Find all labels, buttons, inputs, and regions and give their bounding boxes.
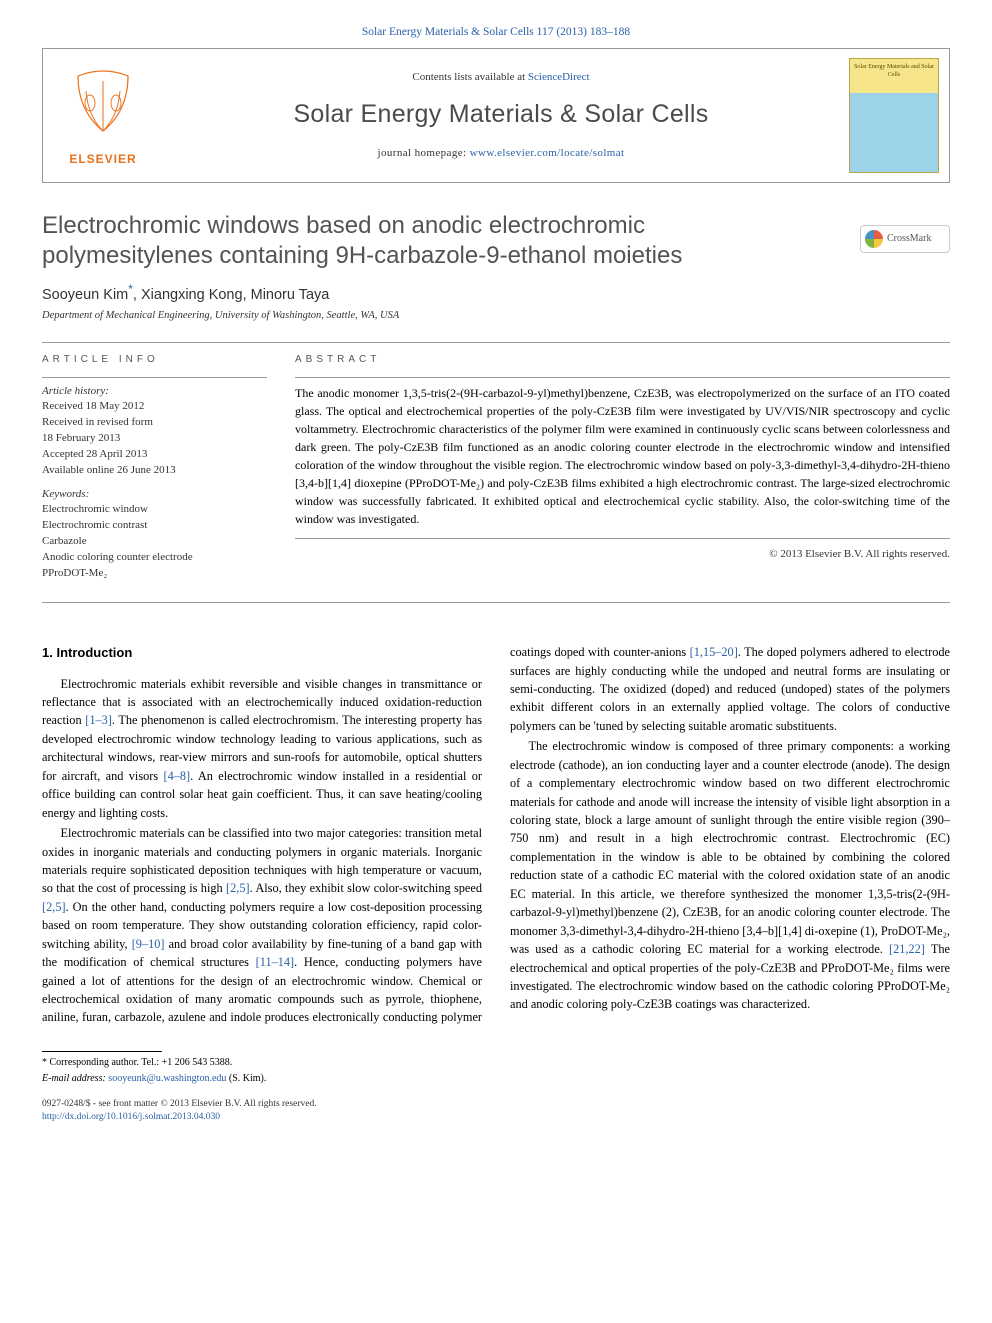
- contents-prefix: Contents lists available at: [412, 71, 527, 83]
- article-info-column: ARTICLE INFO Article history: Received 1…: [42, 353, 267, 582]
- publisher-logo-cell: ELSEVIER: [43, 49, 163, 182]
- history-line: Available online 26 June 2013: [42, 463, 267, 479]
- info-divider: [42, 377, 267, 378]
- copyright-line: © 2013 Elsevier B.V. All rights reserved…: [295, 547, 950, 562]
- citation-link[interactable]: [21,22]: [889, 942, 925, 956]
- citation-link[interactable]: [1–3]: [85, 713, 112, 727]
- citation-link[interactable]: [11–14]: [256, 955, 294, 969]
- keywords-label: Keywords:: [42, 487, 267, 502]
- elsevier-logo-icon: ELSEVIER: [58, 61, 148, 171]
- journal-homepage-link[interactable]: www.elsevier.com/locate/solmat: [470, 147, 625, 159]
- journal-header-center: Contents lists available at ScienceDirec…: [163, 49, 839, 182]
- paragraph: The electrochromic window is composed of…: [510, 737, 950, 1014]
- divider: [42, 342, 950, 343]
- author-list: Sooyeun Kim*, Xiangxing Kong, Minoru Tay…: [42, 281, 950, 305]
- citation-link[interactable]: [4–8]: [164, 769, 191, 783]
- issn-line: 0927-0248/$ - see front matter © 2013 El…: [42, 1098, 950, 1111]
- keyword: Carbazole: [42, 534, 267, 550]
- cover-label: Solar Energy Materials and Solar Cells: [854, 64, 934, 78]
- abstract-text: The anodic monomer 1,3,5-tris(2-(9H-carb…: [295, 384, 950, 528]
- doi-link[interactable]: http://dx.doi.org/10.1016/j.solmat.2013.…: [42, 1112, 220, 1122]
- history-line: Received 18 May 2012: [42, 399, 267, 415]
- journal-title: Solar Energy Materials & Solar Cells: [293, 97, 708, 132]
- article-info-heading: ARTICLE INFO: [42, 353, 267, 367]
- email-suffix: (S. Kim).: [226, 1073, 266, 1084]
- citation-link[interactable]: [1,15–20]: [690, 645, 738, 659]
- homepage-prefix: journal homepage:: [378, 147, 470, 159]
- abstract-bottom-divider: [295, 538, 950, 539]
- crossmark-icon: [865, 230, 883, 248]
- citation-link[interactable]: [9–10]: [132, 937, 165, 951]
- contents-available-line: Contents lists available at ScienceDirec…: [412, 70, 589, 85]
- doi-line: http://dx.doi.org/10.1016/j.solmat.2013.…: [42, 1111, 950, 1124]
- section-heading: 1. Introduction: [42, 643, 482, 663]
- crossmark-label: CrossMark: [887, 232, 931, 246]
- affiliation: Department of Mechanical Engineering, Un…: [42, 309, 950, 324]
- article-title: Electrochromic windows based on anodic e…: [42, 211, 750, 271]
- crossmark-badge[interactable]: CrossMark: [860, 225, 950, 253]
- divider: [42, 602, 950, 603]
- keyword: PProDOT-Me₂: [42, 566, 267, 582]
- history-line: 18 February 2013: [42, 431, 267, 447]
- citation-link[interactable]: [2,5]: [42, 900, 66, 914]
- author-2[interactable]: Xiangxing Kong: [141, 287, 243, 303]
- body-text: 1. Introduction Electrochromic materials…: [42, 643, 950, 1027]
- keyword: Anodic coloring counter electrode: [42, 550, 267, 566]
- history-line: Received in revised form: [42, 415, 267, 431]
- homepage-line: journal homepage: www.elsevier.com/locat…: [378, 146, 625, 161]
- email-note: E-mail address: sooyeunk@u.washington.ed…: [42, 1072, 950, 1086]
- history-line: Accepted 28 April 2013: [42, 447, 267, 463]
- abstract-heading: ABSTRACT: [295, 353, 950, 367]
- corresponding-marker: *: [128, 282, 133, 296]
- history-label: Article history:: [42, 384, 267, 399]
- issue-citation: Solar Energy Materials & Solar Cells 117…: [42, 24, 950, 40]
- publication-meta: 0927-0248/$ - see front matter © 2013 El…: [42, 1098, 950, 1124]
- citation-link[interactable]: [2,5]: [226, 881, 250, 895]
- author-3[interactable]: Minoru Taya: [251, 287, 330, 303]
- paragraph: Electrochromic materials exhibit reversi…: [42, 675, 482, 823]
- corresponding-author-note: * Corresponding author. Tel.: +1 206 543…: [42, 1056, 950, 1070]
- sciencedirect-link[interactable]: ScienceDirect: [528, 71, 590, 83]
- keyword: Electrochromic window: [42, 502, 267, 518]
- footnote-divider: [42, 1051, 162, 1052]
- abstract-column: ABSTRACT The anodic monomer 1,3,5-tris(2…: [295, 353, 950, 582]
- journal-header: ELSEVIER Contents lists available at Sci…: [42, 48, 950, 183]
- email-link[interactable]: sooyeunk@u.washington.edu: [108, 1073, 226, 1084]
- cover-thumb-cell: Solar Energy Materials and Solar Cells: [839, 49, 949, 182]
- keyword: Electrochromic contrast: [42, 518, 267, 534]
- issue-citation-link[interactable]: Solar Energy Materials & Solar Cells 117…: [362, 26, 630, 38]
- abstract-divider: [295, 377, 950, 378]
- svg-text:ELSEVIER: ELSEVIER: [69, 152, 136, 166]
- email-label: E-mail address:: [42, 1073, 108, 1084]
- author-1[interactable]: Sooyeun Kim: [42, 287, 128, 303]
- journal-cover-icon: Solar Energy Materials and Solar Cells: [849, 58, 939, 173]
